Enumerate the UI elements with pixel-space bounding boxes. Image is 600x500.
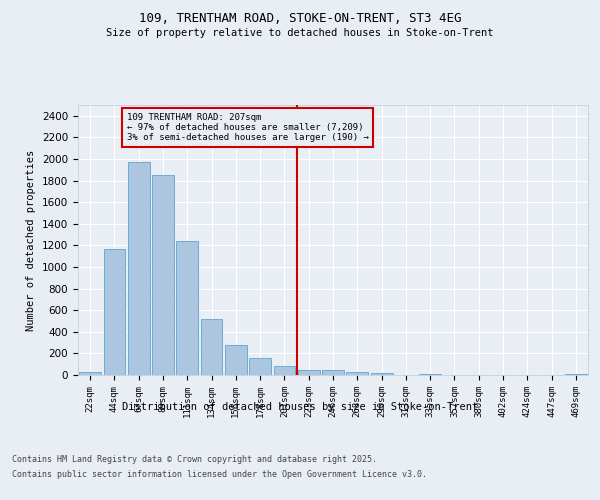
Bar — [565, 374, 587, 375]
Y-axis label: Number of detached properties: Number of detached properties — [26, 150, 37, 330]
Text: 109 TRENTHAM ROAD: 207sqm
← 97% of detached houses are smaller (7,209)
3% of sem: 109 TRENTHAM ROAD: 207sqm ← 97% of detac… — [127, 112, 368, 142]
Bar — [371, 374, 392, 375]
Bar — [298, 370, 320, 375]
Text: Contains HM Land Registry data © Crown copyright and database right 2025.: Contains HM Land Registry data © Crown c… — [12, 455, 377, 464]
Text: 109, TRENTHAM ROAD, STOKE-ON-TRENT, ST3 4EG: 109, TRENTHAM ROAD, STOKE-ON-TRENT, ST3 … — [139, 12, 461, 26]
Bar — [128, 162, 149, 375]
Text: Size of property relative to detached houses in Stoke-on-Trent: Size of property relative to detached ho… — [106, 28, 494, 38]
Bar — [225, 346, 247, 375]
Bar — [346, 372, 368, 375]
Bar — [176, 240, 198, 375]
Bar — [419, 374, 441, 375]
Bar — [152, 175, 174, 375]
Bar — [104, 248, 125, 375]
Text: Contains public sector information licensed under the Open Government Licence v3: Contains public sector information licen… — [12, 470, 427, 479]
Bar — [249, 358, 271, 375]
Bar — [200, 320, 223, 375]
Text: Distribution of detached houses by size in Stoke-on-Trent: Distribution of detached houses by size … — [122, 402, 478, 412]
Bar — [274, 366, 295, 375]
Bar — [322, 370, 344, 375]
Bar — [79, 372, 101, 375]
